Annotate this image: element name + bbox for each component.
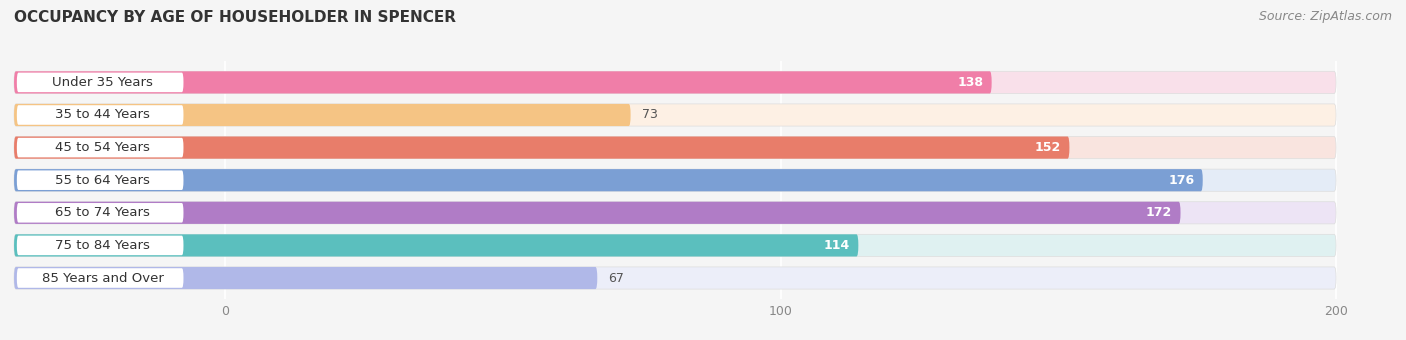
- FancyBboxPatch shape: [17, 73, 183, 92]
- Text: Source: ZipAtlas.com: Source: ZipAtlas.com: [1258, 10, 1392, 23]
- FancyBboxPatch shape: [14, 71, 991, 94]
- FancyBboxPatch shape: [17, 236, 183, 255]
- FancyBboxPatch shape: [14, 104, 631, 126]
- FancyBboxPatch shape: [14, 234, 1336, 256]
- FancyBboxPatch shape: [14, 137, 1336, 159]
- FancyBboxPatch shape: [17, 203, 183, 223]
- FancyBboxPatch shape: [17, 170, 183, 190]
- FancyBboxPatch shape: [14, 267, 598, 289]
- FancyBboxPatch shape: [14, 169, 1336, 191]
- Text: 45 to 54 Years: 45 to 54 Years: [55, 141, 150, 154]
- Text: 75 to 84 Years: 75 to 84 Years: [55, 239, 150, 252]
- FancyBboxPatch shape: [17, 105, 183, 125]
- FancyBboxPatch shape: [14, 202, 1336, 224]
- Text: 67: 67: [609, 272, 624, 285]
- FancyBboxPatch shape: [14, 71, 1336, 94]
- FancyBboxPatch shape: [14, 267, 1336, 289]
- Text: 138: 138: [957, 76, 983, 89]
- FancyBboxPatch shape: [14, 104, 1336, 126]
- Text: OCCUPANCY BY AGE OF HOUSEHOLDER IN SPENCER: OCCUPANCY BY AGE OF HOUSEHOLDER IN SPENC…: [14, 10, 456, 25]
- FancyBboxPatch shape: [17, 138, 183, 157]
- Text: 152: 152: [1035, 141, 1062, 154]
- FancyBboxPatch shape: [14, 202, 1181, 224]
- Text: 35 to 44 Years: 35 to 44 Years: [55, 108, 150, 121]
- Text: 55 to 64 Years: 55 to 64 Years: [55, 174, 150, 187]
- Text: 73: 73: [641, 108, 658, 121]
- FancyBboxPatch shape: [17, 268, 183, 288]
- Text: 65 to 74 Years: 65 to 74 Years: [55, 206, 150, 219]
- Text: Under 35 Years: Under 35 Years: [52, 76, 153, 89]
- Text: 114: 114: [824, 239, 851, 252]
- FancyBboxPatch shape: [14, 169, 1202, 191]
- Text: 172: 172: [1146, 206, 1173, 219]
- Text: 85 Years and Over: 85 Years and Over: [42, 272, 165, 285]
- Text: 176: 176: [1168, 174, 1195, 187]
- FancyBboxPatch shape: [14, 137, 1070, 159]
- FancyBboxPatch shape: [14, 234, 858, 256]
